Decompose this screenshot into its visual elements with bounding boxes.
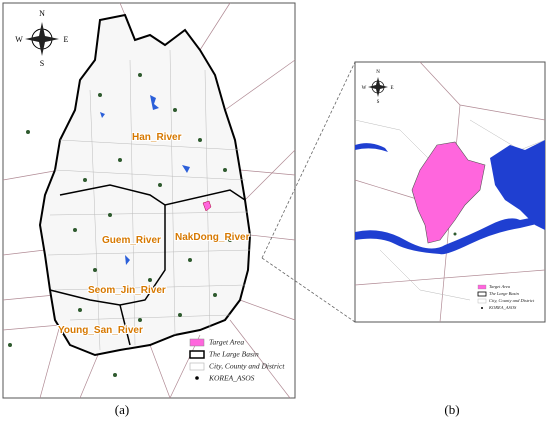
- compass-b: [368, 77, 388, 97]
- target-area: [202, 200, 212, 212]
- station: [453, 232, 457, 236]
- legend-label: The Large Basin: [209, 350, 259, 359]
- legend-b: [477, 284, 487, 309]
- compass-n: N: [376, 70, 380, 75]
- legend-a: [189, 338, 205, 380]
- basin-boundaries: [49, 184, 246, 346]
- river-label: Young_San_River: [58, 325, 143, 336]
- compass-a: [25, 22, 59, 56]
- legend-label: The Large Basin: [489, 291, 520, 296]
- lake-b: [490, 140, 545, 230]
- target-area-b: [411, 141, 486, 244]
- peninsula-outline: [38, 13, 252, 357]
- legend-label: Target Area: [209, 338, 244, 347]
- compass-w: W: [15, 35, 23, 44]
- legend-label: KOREA_ASOS: [208, 374, 255, 383]
- compass-e: E: [64, 35, 69, 44]
- admin-boundaries: [47, 49, 251, 351]
- stations: [8, 73, 232, 377]
- legend-label: KOREA_ASOS: [488, 305, 517, 310]
- caption-a: (a): [115, 402, 129, 417]
- compass-e: E: [390, 86, 393, 91]
- compass-w: W: [362, 86, 367, 91]
- river-b: [355, 215, 545, 255]
- caption-b: (b): [444, 402, 459, 417]
- compass-s: S: [40, 59, 44, 68]
- river-label: Guem_River: [102, 235, 161, 246]
- river-label: NakDong_River: [175, 232, 250, 243]
- zoom-connector: [261, 61, 356, 323]
- legend-label: City, County and District: [489, 298, 535, 304]
- lakes: [100, 95, 190, 265]
- compass-s: S: [377, 100, 380, 105]
- river-b: [355, 143, 388, 152]
- compass-n: N: [39, 9, 45, 18]
- river-label: Han_River: [132, 132, 182, 143]
- legend-label: City, County and District: [209, 362, 285, 371]
- legend-label: Target Area: [489, 284, 511, 289]
- river-label: Seom_Jin_River: [88, 285, 166, 296]
